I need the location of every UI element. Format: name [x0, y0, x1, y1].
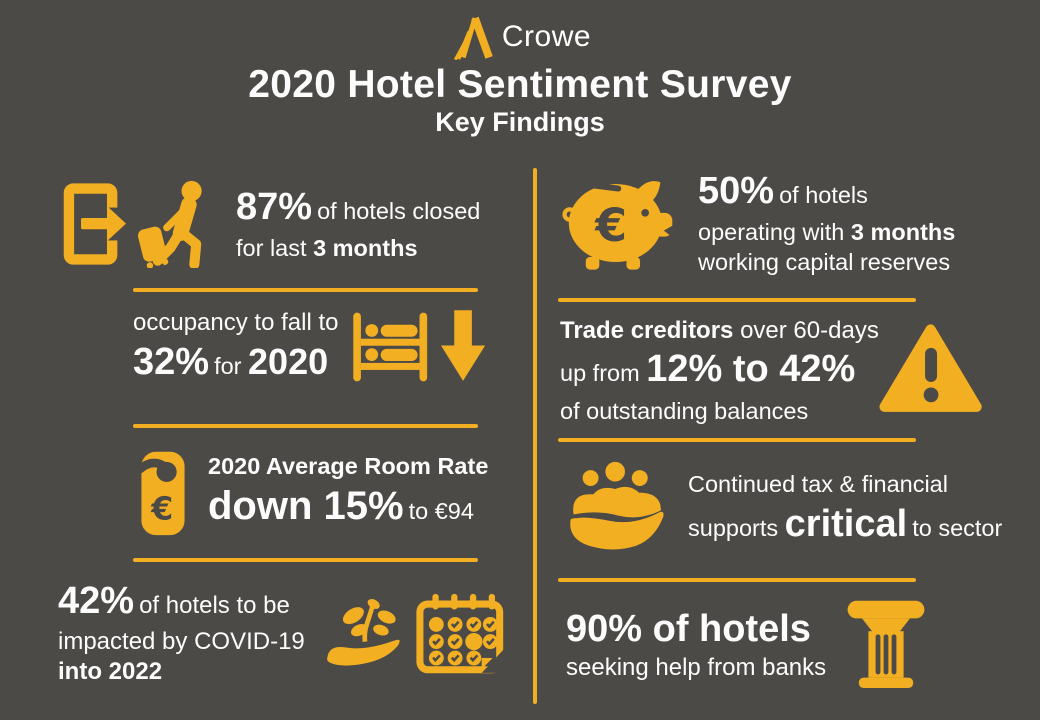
stat-value: 87% — [236, 185, 313, 228]
stat-value: 90% of hotels — [566, 607, 811, 650]
stat-trade-creditors: Trade creditors over 60-days up from 12%… — [560, 314, 982, 426]
stat-bank-help: 90% of hotels seeking help from banks — [566, 590, 926, 698]
growth-hand-icon — [326, 599, 400, 666]
divider — [558, 578, 916, 582]
stat-value: down 15% — [208, 483, 404, 528]
page-subtitle: Key Findings — [435, 107, 605, 137]
stat-covid-impact: 42% of hotels to be impacted by COVID-19 … — [58, 576, 504, 690]
piggy-bank-euro-icon: € — [562, 181, 674, 270]
stat-text: 90% of hotels seeking help from banks — [566, 607, 827, 681]
exit-door-icon — [63, 183, 126, 265]
down-arrow-icon — [440, 310, 485, 381]
divider — [558, 438, 916, 442]
stat-value: 42% — [58, 579, 135, 622]
stat-text: Trade creditors over 60-days up from 12%… — [560, 316, 879, 424]
door-hanger-euro-icon: € — [140, 451, 185, 536]
page-title: 2020 Hotel Sentiment Survey — [248, 63, 792, 106]
stat-text: Continued tax & financial supports criti… — [688, 470, 1003, 545]
supporting-hands-icon — [566, 459, 668, 550]
stat-text: occupancy to fall to 32% for 2020 — [133, 308, 339, 383]
stat-supports: Continued tax & financial supports criti… — [566, 452, 1008, 566]
stat-occupancy: occupancy to fall to 32% for 2020 — [133, 298, 485, 396]
stat-working-capital: € 50% of hotels operating with 3 months w… — [562, 170, 1004, 276]
stat-text: 42% of hotels to be impacted by COVID-19 … — [58, 579, 305, 685]
divider — [133, 558, 478, 562]
divider — [133, 288, 478, 292]
stat-value: 50% — [698, 170, 775, 212]
stat-hotels-closed: 87% of hotels closed for last 3 months — [62, 172, 498, 276]
crowe-chevron-icon — [453, 16, 493, 60]
stat-value: critical — [784, 502, 908, 545]
euro-glyph: € — [150, 491, 173, 527]
bunk-bed-icon — [353, 312, 428, 382]
euro-glyph: € — [594, 198, 627, 252]
stat-value: 32% — [133, 340, 210, 383]
crowe-logo: Crowe — [0, 14, 1040, 60]
stat-room-rate: € 2020 Average Room Rate down 15% to €94 — [140, 438, 492, 546]
calendar-icon — [416, 593, 504, 674]
divider — [558, 298, 916, 302]
traveler-icon — [138, 180, 202, 268]
warning-triangle-icon — [879, 324, 982, 412]
divider — [133, 424, 478, 428]
stat-text: 50% of hotels operating with 3 months wor… — [698, 170, 956, 275]
stat-text: 87% of hotels closed for last 3 months — [236, 185, 481, 261]
stat-value: 12% to 42% — [646, 347, 856, 390]
stat-text: 2020 Average Room Rate down 15% to €94 — [208, 452, 489, 528]
logo-text: Crowe — [501, 20, 592, 53]
center-divider — [533, 168, 537, 704]
bank-column-icon — [847, 600, 925, 688]
